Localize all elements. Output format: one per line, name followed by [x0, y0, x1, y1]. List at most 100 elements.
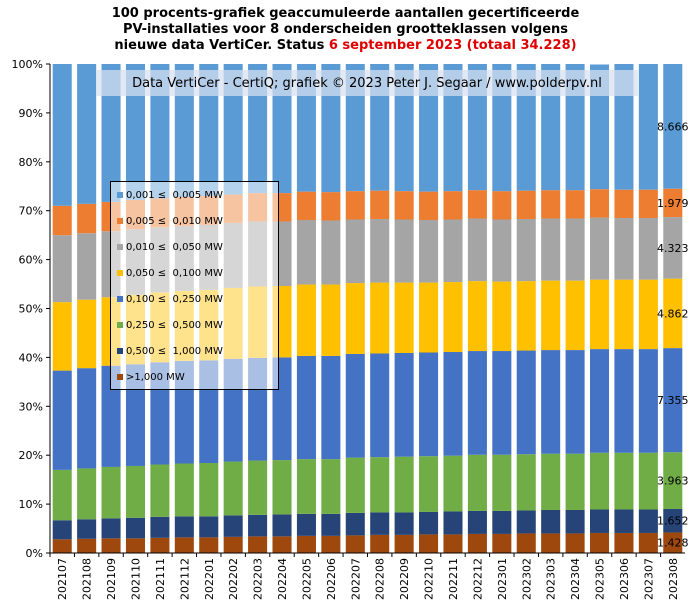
bar-segment-202111-s0	[150, 537, 170, 553]
bar-segment-202207-s2	[345, 457, 365, 513]
bar-segment-202111-s7	[150, 64, 170, 199]
bar-segment-202207-s3	[345, 353, 365, 458]
bar-segment-202107-s1	[52, 520, 72, 540]
y-tick-label: 20%	[19, 449, 43, 462]
bar-segment-202304-s6	[565, 190, 585, 219]
bar-segment-202305-s0	[589, 532, 610, 553]
bar-segment-202301-s4	[492, 281, 512, 352]
bar-segment-202301-s6	[492, 191, 512, 220]
bar-segment-202306-s0	[614, 532, 634, 553]
data-label-end-s7: 8.666	[657, 120, 689, 133]
bar-segment-202206-s0	[321, 535, 341, 553]
y-tick-label: 70%	[19, 205, 43, 218]
legend-label: 0,010 ≤ 0,050 MW	[126, 241, 223, 253]
bar-segment-202208-s3	[370, 353, 390, 458]
bar-segment-202202-s7	[223, 64, 243, 195]
bar-segment-202202-s2	[223, 461, 243, 516]
bar-segment-202211-s0	[443, 534, 463, 553]
bar-segment-202204-s7	[272, 64, 292, 194]
x-tick-label: 202212	[471, 558, 484, 600]
y-tick-label: 0%	[26, 547, 43, 560]
bar-segment-202108-s5	[77, 233, 97, 300]
bar-segment-202211-s4	[443, 282, 463, 353]
x-tick-label: 202302	[520, 558, 533, 600]
y-tick-label: 10%	[19, 498, 43, 511]
bar-segment-202110-s0	[125, 538, 146, 553]
bar-segment-202205-s6	[296, 191, 316, 220]
bar-segment-202306-s3	[614, 349, 634, 453]
legend-item: 0,500 ≤ 1,000 MW	[117, 344, 223, 358]
bar-segment-202306-s6	[614, 189, 634, 219]
x-tick-label: 202208	[374, 558, 387, 600]
bar-segment-202108-s2	[77, 468, 97, 520]
bar-segment-202302-s0	[516, 533, 536, 553]
bar-segment-202305-s2	[589, 452, 610, 510]
bar-segment-202302-s5	[516, 219, 536, 282]
bar-segment-202307-s0	[638, 532, 658, 553]
x-tick-label: 202303	[545, 558, 558, 600]
bar-segment-202109-s0	[101, 538, 121, 553]
bar-segment-202206-s5	[321, 220, 341, 285]
x-tick-label: 202305	[594, 558, 607, 600]
bar-segment-202109-s3	[101, 365, 121, 467]
legend-item: 0,010 ≤ 0,050 MW	[117, 240, 223, 254]
bar-segment-202206-s1	[321, 513, 341, 536]
bar-segment-202301-s0	[492, 533, 512, 553]
y-tick-label: 40%	[19, 351, 43, 364]
data-label-end-s1: 1.652	[657, 515, 689, 528]
bar-segment-202108-s1	[77, 519, 97, 539]
bar-segment-202210-s0	[419, 534, 439, 553]
x-tick-label: 202211	[447, 558, 460, 600]
bar-segment-202207-s1	[345, 512, 365, 536]
bar-segment-202209-s6	[394, 191, 414, 220]
legend-swatch	[117, 348, 123, 354]
bar-segment-202109-s2	[101, 466, 121, 519]
bar-segment-202210-s2	[419, 456, 439, 512]
bar-segment-202205-s0	[296, 535, 316, 553]
bar-segment-202303-s4	[541, 280, 561, 351]
legend-item: 0,250 ≤ 0,500 MW	[117, 318, 223, 332]
bar-segment-202212-s5	[467, 218, 487, 282]
bar-segment-202305-s5	[589, 217, 610, 280]
legend-swatch	[117, 192, 123, 198]
bar-segment-202307-s4	[638, 279, 658, 350]
x-tick-label: 202201	[203, 558, 216, 600]
bar-segment-202203-s0	[248, 536, 268, 553]
bar-segment-202210-s4	[419, 282, 439, 353]
bar-segment-202303-s5	[541, 218, 561, 281]
legend-label: 0,001 ≤ 0,005 MW	[126, 189, 223, 201]
bar-segment-202307-s2	[638, 452, 658, 510]
bar-segment-202208-s6	[370, 190, 390, 220]
bar-segment-202210-s6	[419, 191, 439, 220]
legend-swatch	[117, 270, 123, 276]
bar-segment-202108-s7	[77, 64, 97, 204]
bar-segment-202302-s4	[516, 281, 536, 351]
bar-segment-202308-s4	[663, 278, 683, 349]
x-tick-label: 202307	[642, 558, 655, 600]
bar-segment-202205-s4	[296, 284, 316, 356]
bar-segment-202108-s6	[77, 203, 97, 234]
bar-segment-202109-s7	[101, 64, 121, 202]
bar-segment-202207-s0	[345, 535, 365, 553]
legend-swatch	[117, 296, 123, 302]
legend-label: 0,005 ≤ 0,010 MW	[126, 215, 223, 227]
legend-swatch	[117, 218, 123, 224]
bar-segment-202208-s5	[370, 219, 390, 283]
y-tick-label: 30%	[19, 400, 43, 413]
bar-segment-202304-s4	[565, 280, 585, 351]
y-tick-label: 80%	[19, 156, 43, 169]
bar-segment-202212-s1	[467, 510, 487, 534]
bar-segment-202205-s3	[296, 355, 316, 460]
bar-segment-202307-s7	[638, 64, 658, 190]
data-label-end-s2: 3.963	[657, 475, 689, 488]
bar-segment-202212-s6	[467, 190, 487, 219]
title-line-2: PV-installaties voor 8 onderscheiden gro…	[122, 22, 569, 37]
bar-segment-202208-s0	[370, 534, 390, 553]
bar-segment-202308-s0	[663, 532, 683, 553]
title-status-date: 6 september 2023 (totaal 34.228)	[328, 38, 577, 53]
watermark-banner: Data VertiCer - CertiQ; grafiek © 2023 P…	[96, 70, 638, 96]
x-tick-label: 202107	[56, 558, 69, 600]
legend-item: 0,050 ≤ 0,100 MW	[117, 266, 223, 280]
bar-segment-202107-s3	[52, 370, 72, 470]
bar-segment-202209-s3	[394, 353, 414, 457]
